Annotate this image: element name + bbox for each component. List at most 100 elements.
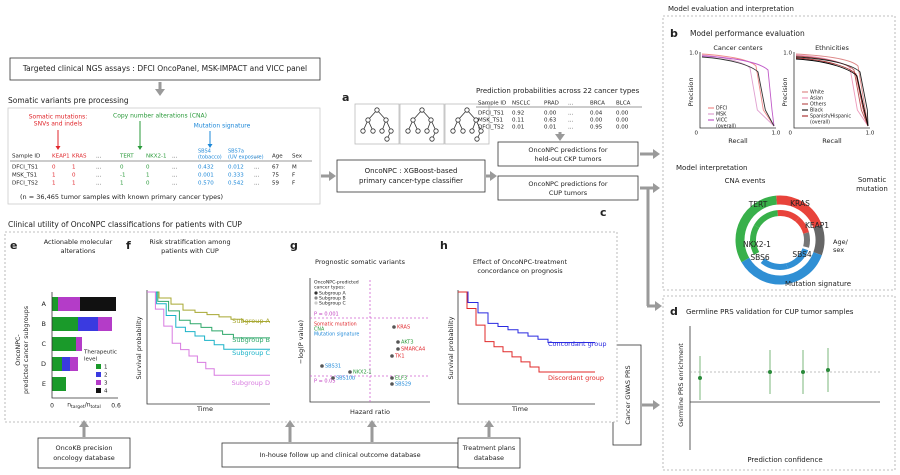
- table-header: PRAD: [544, 101, 559, 107]
- donut-segment: [777, 210, 800, 222]
- bar-segment: [52, 357, 62, 371]
- pointer-head: [137, 146, 143, 150]
- legend-label: Spanish/Hispanic: [810, 114, 851, 120]
- table-cell: 0.04: [590, 111, 603, 117]
- table-cell: 1: [72, 165, 76, 171]
- label: 0.6: [111, 403, 121, 410]
- label: Prediction probabilities across 22 cance…: [476, 87, 640, 95]
- table-cell: MSK_TS1: [12, 173, 37, 179]
- table-cell: 0: [120, 165, 124, 171]
- table-cell: M: [292, 165, 297, 171]
- arrow-head: [555, 134, 565, 141]
- legend-swatch: [96, 364, 101, 369]
- table-header: Age: [272, 154, 283, 160]
- label: Copy number alterations (CNA): [113, 113, 207, 120]
- table-cell: 0.92: [512, 111, 524, 117]
- curve-label: Subgroup B: [232, 336, 270, 344]
- pr-curve: [795, 58, 869, 127]
- label: Survival probability: [135, 316, 143, 379]
- label: Germline PRS enrichment: [677, 343, 685, 427]
- variant-point: [390, 376, 394, 380]
- donut-segment: [754, 210, 779, 229]
- label: f: [126, 239, 131, 252]
- table-header: KRAS: [72, 154, 87, 160]
- table-cell: ...: [254, 181, 259, 187]
- pr-curve: [701, 56, 775, 127]
- bar-segment: [62, 357, 70, 371]
- variant-point: [390, 382, 394, 386]
- bar-segment: [98, 317, 112, 331]
- table-cell: ...: [172, 165, 177, 171]
- label: Precision: [687, 77, 695, 106]
- label: concordance on prognosis: [477, 267, 563, 275]
- legend-label: DFCI: [716, 106, 727, 112]
- label: sex: [833, 246, 844, 254]
- table-cell: ...: [96, 173, 101, 179]
- label: Therapeutic: [83, 350, 117, 356]
- tree-node: [365, 117, 371, 123]
- label: SNVs and indels: [34, 121, 82, 128]
- box: [457, 437, 521, 469]
- legend-label: Others: [810, 102, 827, 108]
- survival-curve: [458, 291, 595, 373]
- arrow-head: [285, 420, 295, 427]
- variant-label: NKX2-1: [353, 370, 372, 376]
- label: Recall: [728, 137, 748, 145]
- label: Risk stratification among: [149, 238, 230, 246]
- pr-curve: [795, 53, 869, 127]
- tree-node: [429, 136, 435, 142]
- label: Somatic: [858, 176, 887, 184]
- feature-label: KEAP1: [805, 221, 829, 230]
- table-header: BLCA: [616, 101, 631, 107]
- tree-node: [478, 128, 484, 134]
- label: mutation: [856, 185, 888, 193]
- axis: [146, 290, 270, 405]
- label: Cancer centers: [713, 44, 763, 52]
- box: [7, 107, 321, 205]
- label: Treatment plans: [462, 444, 516, 452]
- table-cell: ...: [568, 118, 573, 124]
- curve-label: Subgroup C: [232, 349, 270, 357]
- survival-curve: [458, 291, 595, 343]
- axis: [793, 52, 870, 129]
- tree-node: [424, 128, 430, 134]
- box: [37, 437, 131, 469]
- tree-node: [405, 128, 411, 134]
- arrow-head: [655, 301, 662, 311]
- bar-segment: [78, 317, 98, 331]
- table-header: KEAP1: [52, 154, 70, 160]
- label: P = 0.05: [314, 379, 336, 385]
- table-header: ...: [172, 154, 177, 160]
- pr-curve: [795, 56, 869, 127]
- legend-label: MSK: [716, 112, 727, 118]
- feature-label: KRAS: [790, 199, 810, 208]
- feature-label: NKX2-1: [743, 240, 771, 249]
- table-cell: ...: [568, 111, 573, 117]
- table-header: NSCLC: [512, 101, 531, 107]
- legend-label: VICC: [716, 118, 728, 124]
- bar-segment: [76, 337, 82, 351]
- donut-segment: [813, 224, 825, 256]
- table-cell: F: [292, 173, 295, 179]
- table-cell: 67: [272, 165, 279, 171]
- legend-label: Black: [810, 108, 823, 114]
- variant-point: [396, 340, 400, 344]
- table-header: TERT: [119, 154, 134, 160]
- label: Somatic mutations:: [29, 114, 88, 121]
- x-axis-label-part: total: [91, 404, 101, 410]
- label: oncology database: [53, 454, 115, 462]
- box: [221, 442, 459, 468]
- prs-point: [801, 370, 805, 374]
- label: OncoNPC predictions for: [528, 180, 608, 188]
- label: Age/: [833, 238, 849, 246]
- legend-swatch: [96, 380, 101, 385]
- pr-curve: [701, 55, 775, 127]
- table-cell: -1: [120, 173, 125, 179]
- variant-label: SBS29: [395, 382, 411, 388]
- label: Model performance evaluation: [690, 29, 805, 38]
- tree-node: [415, 128, 421, 134]
- label: Actionable molecular: [44, 238, 113, 246]
- legend-label: 1: [104, 365, 108, 371]
- arrow-head: [367, 420, 377, 427]
